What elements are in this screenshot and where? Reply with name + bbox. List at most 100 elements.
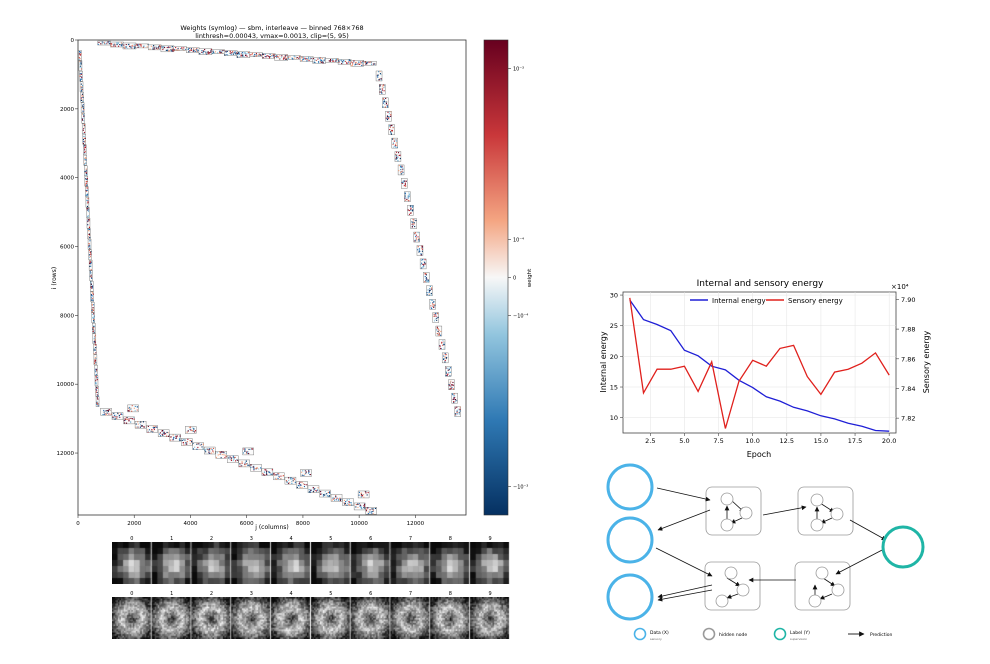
- heatmap-cell: [196, 47, 198, 49]
- heatmap-cell: [258, 54, 260, 56]
- heatmap-cell: [125, 417, 127, 419]
- heatmap-cell: [418, 248, 420, 250]
- heatmap-cell: [435, 315, 437, 317]
- heatmap-cell: [137, 44, 139, 46]
- heatmap-cell: [120, 413, 122, 415]
- heatmap-cell: [90, 261, 92, 263]
- heatmap-cell: [91, 310, 93, 312]
- heatmap-cell: [267, 55, 269, 57]
- heatmap-cell: [120, 42, 122, 44]
- heatmap-cell: [392, 127, 394, 129]
- heatmap-cell: [308, 58, 310, 60]
- heatmap-cell: [154, 47, 156, 49]
- heatmap-cell: [266, 474, 268, 476]
- legend-prediction-label: Prediction: [870, 632, 893, 638]
- heatmap-cell: [251, 54, 253, 56]
- heatmap-cell: [80, 86, 82, 88]
- heatmap-cell: [232, 52, 234, 54]
- heatmap-cell: [308, 472, 310, 474]
- heatmap-cell: [85, 174, 87, 176]
- heatmap-cell: [206, 52, 208, 54]
- heatmap-cell: [446, 357, 448, 359]
- heatmap-cell: [347, 62, 349, 64]
- heatmap-cell: [225, 452, 227, 454]
- heatmap-cell: [397, 156, 399, 158]
- heatmap-block: [342, 498, 354, 506]
- heatmap-cell: [444, 360, 446, 362]
- heatmap-cell: [422, 263, 424, 265]
- heatmap-cell: [404, 195, 406, 197]
- heatmap-cell: [309, 474, 311, 476]
- heatmap-cell: [97, 395, 99, 397]
- thumbnail-label-top: 0: [130, 536, 133, 542]
- chart-y-tick-left-label: 15: [610, 384, 618, 392]
- heatmap-cell: [213, 447, 215, 449]
- heatmap-cell: [201, 50, 203, 52]
- heatmap-cell: [402, 180, 404, 182]
- heatmap-cell: [153, 45, 155, 47]
- heatmap-cell: [372, 509, 374, 511]
- heatmap-cell: [229, 456, 231, 458]
- heatmap-cell: [93, 341, 95, 343]
- heatmap-cell: [91, 286, 93, 288]
- heatmap-cell: [84, 151, 86, 153]
- heatmap-cell: [91, 292, 93, 294]
- heatmap-cell: [296, 57, 298, 59]
- heatmap-cell: [391, 129, 393, 131]
- heatmap-cell: [154, 425, 156, 427]
- hidden-node: [815, 566, 829, 580]
- hidden-node: [720, 492, 734, 506]
- heatmap-cell: [443, 344, 445, 346]
- heatmap-cell: [151, 429, 153, 431]
- heatmap-cell: [140, 421, 142, 423]
- heatmap-block: [85, 186, 89, 197]
- heatmap-cell: [241, 465, 243, 467]
- heatmap-cell: [268, 471, 270, 473]
- heatmap-cell: [158, 48, 160, 50]
- heatmap-cell: [247, 52, 249, 54]
- heatmap-cell: [83, 110, 85, 112]
- heatmap-cell: [224, 54, 226, 56]
- heatmap-cell: [306, 484, 308, 486]
- heatmap-cell: [79, 63, 81, 65]
- heatmap-cell: [146, 46, 148, 48]
- heatmap-cell: [395, 139, 397, 141]
- heatmap-block: [284, 476, 297, 485]
- heatmap-cell: [220, 451, 222, 453]
- heatmap-cell: [427, 281, 429, 283]
- heatmap-cell: [434, 318, 436, 320]
- heatmap-cell: [93, 329, 95, 331]
- heatmap-cell: [294, 481, 296, 483]
- thumbnail-label-bottom: 3: [250, 591, 253, 597]
- heatmap-cell: [217, 454, 219, 456]
- hidden-node: [724, 566, 738, 580]
- heatmap-cell: [280, 478, 282, 480]
- heatmap-cell: [364, 61, 366, 63]
- heatmap-block: [307, 485, 320, 493]
- heatmap-cell: [190, 429, 192, 431]
- heatmap-cell: [86, 174, 88, 176]
- heatmap-cell: [85, 182, 87, 184]
- heatmap-cell: [425, 278, 427, 280]
- thumbnail-label-top: 7: [409, 536, 412, 542]
- heatmap-cell: [242, 55, 244, 57]
- heatmap-cell: [86, 205, 88, 207]
- heatmap-cell: [86, 184, 88, 186]
- heatmap-cell: [83, 162, 85, 164]
- heatmap-cell: [385, 103, 387, 105]
- heatmap-cell: [459, 406, 461, 408]
- heatmap-cell: [171, 46, 173, 48]
- heatmap-cell: [236, 459, 238, 461]
- heatmap-cell: [441, 341, 443, 343]
- heatmap-cell: [262, 472, 264, 474]
- thumbnail-labels: 0 1 2 3 4 5 6 7 8 90 1 2 3 4 5 6 7 8 9: [130, 536, 491, 597]
- heatmap-cell: [369, 511, 371, 513]
- heatmap-cell: [80, 78, 82, 80]
- heatmap-cell: [212, 52, 214, 54]
- hidden-node: [830, 507, 844, 521]
- heatmap-cell: [85, 159, 87, 161]
- heatmap-cell: [207, 52, 209, 54]
- heatmap-cell: [255, 54, 257, 56]
- heatmap-cell: [306, 60, 308, 62]
- heatmap-cell: [321, 493, 323, 495]
